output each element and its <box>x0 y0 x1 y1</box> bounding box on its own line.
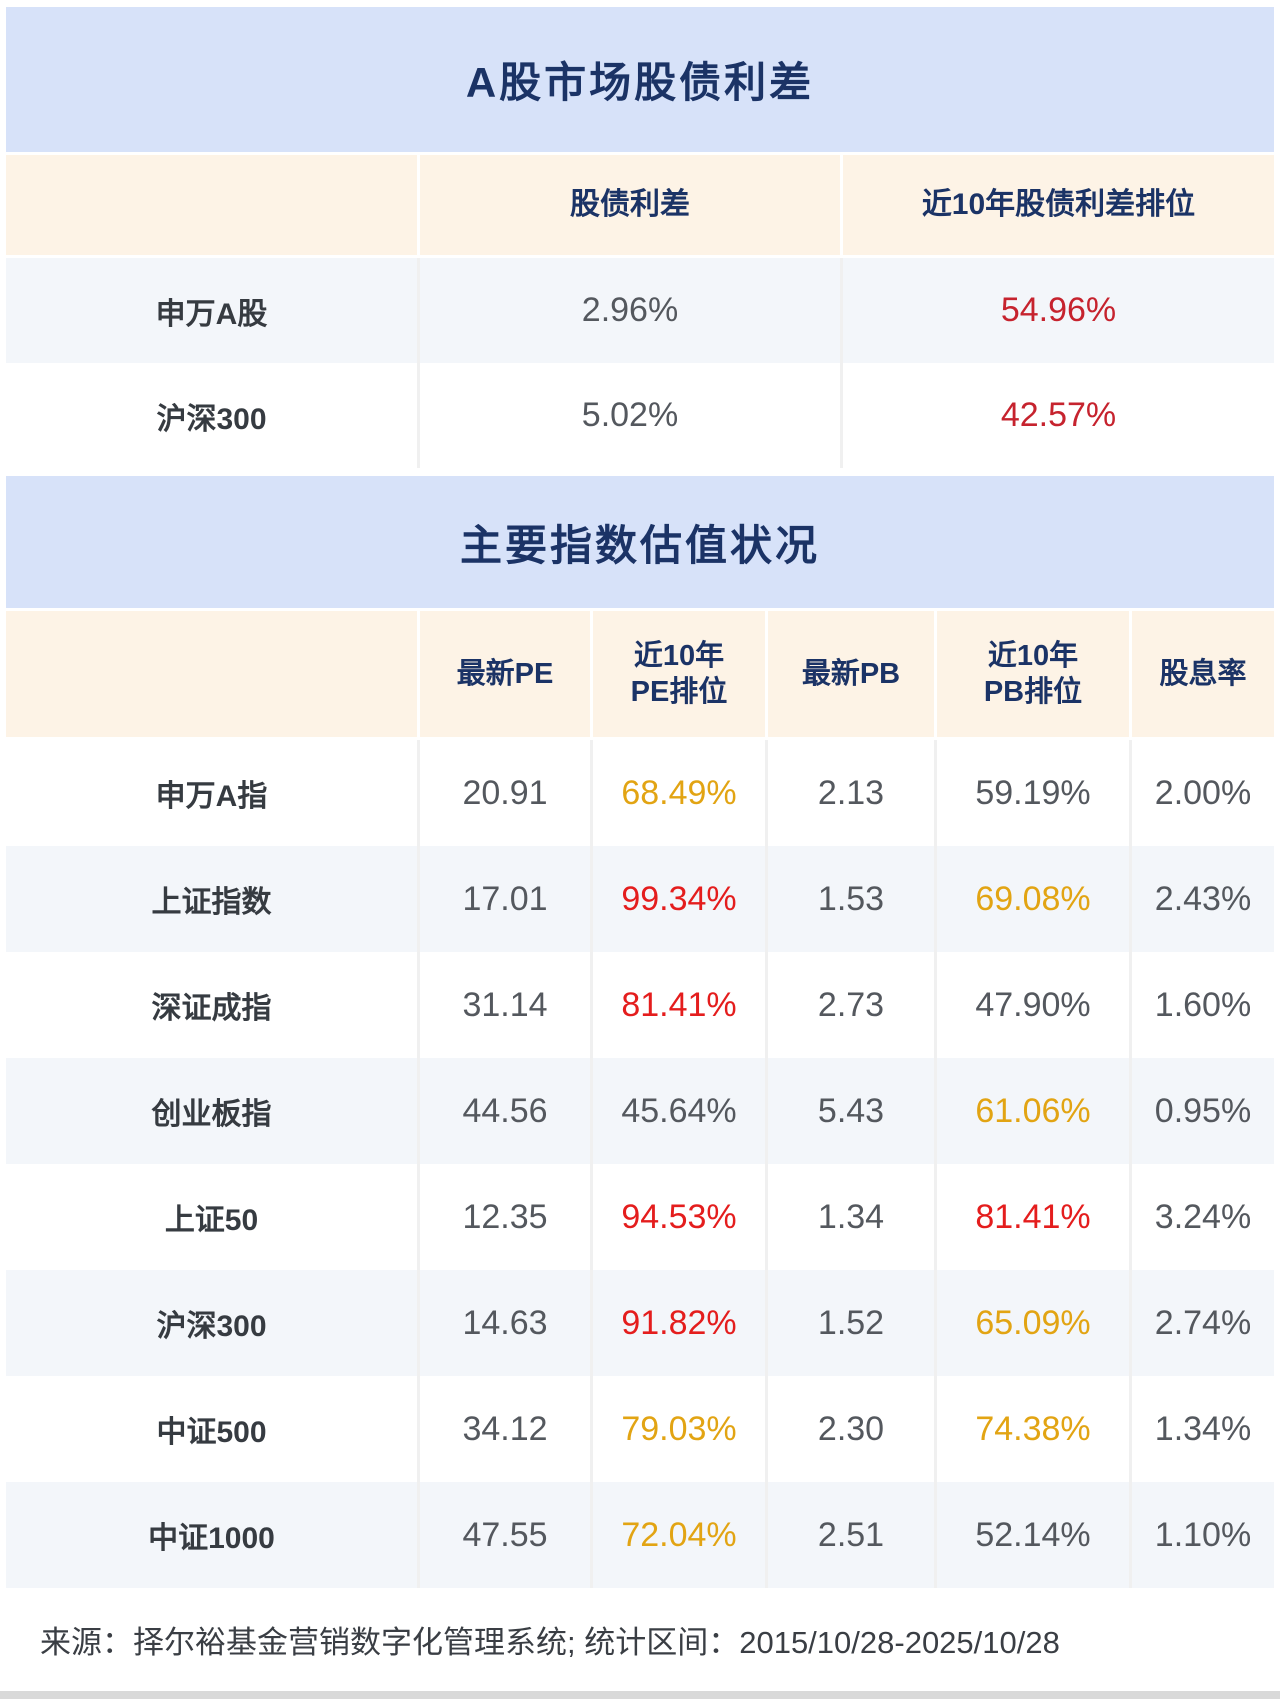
pb-value: 5.43 <box>768 1058 934 1164</box>
pb-value: 2.13 <box>768 740 934 846</box>
pb-rank-value: 65.09% <box>937 1270 1129 1376</box>
header-cell-dividend-yield: 股息率 <box>1132 611 1274 737</box>
pe-value: 17.01 <box>420 846 590 952</box>
header-cell-pb: 最新PB <box>768 611 934 737</box>
index-name: 申万A股 <box>6 258 417 363</box>
table-row: 中证500 34.12 79.03% 2.30 74.38% 1.34% <box>6 1376 1274 1482</box>
table-spread-body: 申万A股 2.96% 54.96% 沪深300 5.02% 42.57% <box>6 258 1274 468</box>
pe-value: 12.35 <box>420 1164 590 1270</box>
dividend-yield-value: 3.24% <box>1132 1164 1274 1270</box>
section1-title: A股市场股债利差 <box>6 7 1274 152</box>
header-cell-spread: 股债利差 <box>420 155 840 255</box>
pe-rank-value: 45.64% <box>593 1058 765 1164</box>
pe-rank-value: 72.04% <box>593 1482 765 1588</box>
table-spread-header: 股债利差 近10年股债利差排位 <box>6 155 1274 255</box>
header-cell-pb-rank: 近10年 PB排位 <box>937 611 1129 737</box>
dividend-yield-value: 2.00% <box>1132 740 1274 846</box>
pe-value: 14.63 <box>420 1270 590 1376</box>
spacer <box>6 468 1274 476</box>
pb-rank-value: 52.14% <box>937 1482 1129 1588</box>
index-name: 上证50 <box>6 1164 417 1270</box>
index-name: 中证1000 <box>6 1482 417 1588</box>
header-cell-empty <box>6 155 417 255</box>
header-cell-empty <box>6 611 417 737</box>
pb-value: 1.52 <box>768 1270 934 1376</box>
dividend-yield-value: 2.43% <box>1132 846 1274 952</box>
table-row: 创业板指 44.56 45.64% 5.43 61.06% 0.95% <box>6 1058 1274 1164</box>
header-cell-pe-rank: 近10年 PE排位 <box>593 611 765 737</box>
pe-rank-value: 68.49% <box>593 740 765 846</box>
table-row: 沪深300 5.02% 42.57% <box>6 363 1274 468</box>
table-row: 上证指数 17.01 99.34% 1.53 69.08% 2.43% <box>6 846 1274 952</box>
spread-rank-value: 54.96% <box>843 258 1274 363</box>
pb-rank-value: 69.08% <box>937 846 1129 952</box>
table-row: 沪深300 14.63 91.82% 1.52 65.09% 2.74% <box>6 1270 1274 1376</box>
table-row: 深证成指 31.14 81.41% 2.73 47.90% 1.60% <box>6 952 1274 1058</box>
pb-rank-value: 59.19% <box>937 740 1129 846</box>
pb-rank-value: 61.06% <box>937 1058 1129 1164</box>
pe-value: 34.12 <box>420 1376 590 1482</box>
pe-rank-value: 91.82% <box>593 1270 765 1376</box>
spread-value: 5.02% <box>420 363 840 468</box>
pe-rank-value: 94.53% <box>593 1164 765 1270</box>
table-row: 申万A指 20.91 68.49% 2.13 59.19% 2.00% <box>6 740 1274 846</box>
pe-value: 20.91 <box>420 740 590 846</box>
dividend-yield-value: 1.60% <box>1132 952 1274 1058</box>
dividend-yield-value: 0.95% <box>1132 1058 1274 1164</box>
pe-rank-value: 79.03% <box>593 1376 765 1482</box>
index-name: 创业板指 <box>6 1058 417 1164</box>
pe-rank-value: 81.41% <box>593 952 765 1058</box>
bottom-strip <box>0 1691 1280 1699</box>
dividend-yield-value: 1.34% <box>1132 1376 1274 1482</box>
section2-title: 主要指数估值状况 <box>6 476 1274 608</box>
index-name: 沪深300 <box>6 1270 417 1376</box>
dividend-yield-value: 1.10% <box>1132 1482 1274 1588</box>
pe-value: 44.56 <box>420 1058 590 1164</box>
pb-rank-value: 81.41% <box>937 1164 1129 1270</box>
header-cell-pe: 最新PE <box>420 611 590 737</box>
table-row: 中证1000 47.55 72.04% 2.51 52.14% 1.10% <box>6 1482 1274 1588</box>
pe-value: 47.55 <box>420 1482 590 1588</box>
index-name: 申万A指 <box>6 740 417 846</box>
pb-value: 1.53 <box>768 846 934 952</box>
index-name: 深证成指 <box>6 952 417 1058</box>
header-cell-spread-rank: 近10年股债利差排位 <box>843 155 1274 255</box>
dividend-yield-value: 2.74% <box>1132 1270 1274 1376</box>
table-valuation: 最新PE 近10年 PE排位 最新PB 近10年 PB排位 股息率 申万A指 20… <box>6 611 1274 1588</box>
pb-value: 2.73 <box>768 952 934 1058</box>
spread-rank-value: 42.57% <box>843 363 1274 468</box>
index-name: 沪深300 <box>6 363 417 468</box>
pe-value: 31.14 <box>420 952 590 1058</box>
index-name: 中证500 <box>6 1376 417 1482</box>
table-row: 上证50 12.35 94.53% 1.34 81.41% 3.24% <box>6 1164 1274 1270</box>
index-name: 上证指数 <box>6 846 417 952</box>
pb-rank-value: 74.38% <box>937 1376 1129 1482</box>
pb-value: 1.34 <box>768 1164 934 1270</box>
table-valuation-header: 最新PE 近10年 PE排位 最新PB 近10年 PB排位 股息率 <box>6 611 1274 737</box>
pb-rank-value: 47.90% <box>937 952 1129 1058</box>
pe-rank-value: 99.34% <box>593 846 765 952</box>
table-spread: 股债利差 近10年股债利差排位 申万A股 2.96% 54.96% 沪深300 5.02… <box>6 155 1274 468</box>
pb-value: 2.51 <box>768 1482 934 1588</box>
source-note: 来源：择尔裕基金营销数字化管理系统; 统计区间：2015/10/28-2025/… <box>6 1588 1274 1691</box>
table-row: 申万A股 2.96% 54.96% <box>6 258 1274 363</box>
spread-value: 2.96% <box>420 258 840 363</box>
pb-value: 2.30 <box>768 1376 934 1482</box>
table-valuation-body: 申万A指 20.91 68.49% 2.13 59.19% 2.00% 上证指数 17.01 9… <box>6 740 1274 1588</box>
